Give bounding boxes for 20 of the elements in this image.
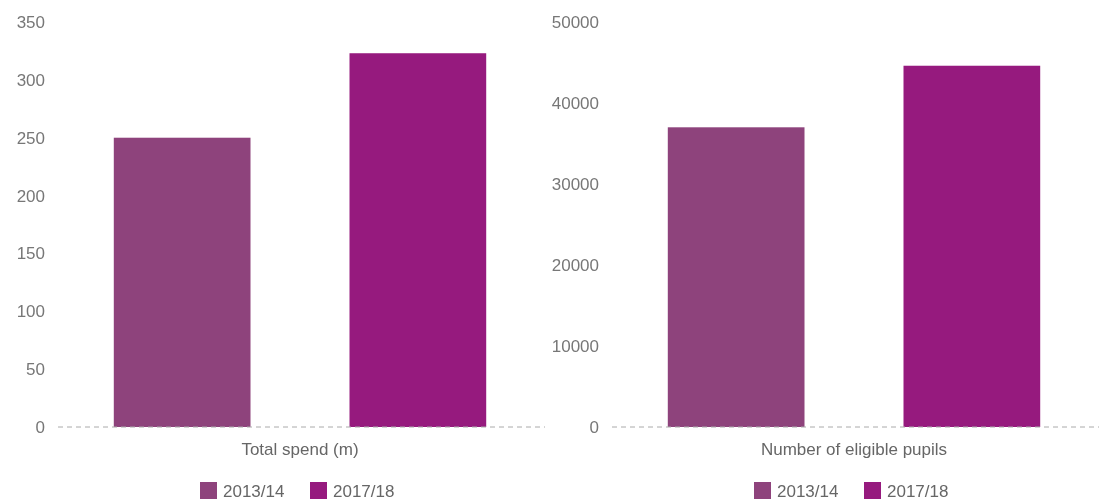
legend-label: 2017/18 [333,481,395,501]
x-tick-label: Number of eligible pupils [760,440,948,459]
y-tick-label: 200 [16,186,45,206]
y-tick-label: 10000 [551,336,599,356]
y-tick-label: 150 [16,244,45,264]
x-tick-label: Total spend (m) [241,440,359,459]
y-tick-label: 20000 [551,255,599,275]
y-tick-label: 0 [35,417,45,437]
y-tick-label: 40000 [551,93,599,113]
y-tick-label: 50000 [551,12,599,32]
y-tick-label: 350 [16,12,45,32]
legend-label: 2013/14 [777,481,839,501]
y-tick-label: 50 [26,360,45,380]
y-tick-label: 30000 [551,174,599,194]
y-tick-label: 100 [16,302,45,322]
legend-label: 2013/14 [223,481,285,501]
legend-label: 2017/18 [887,481,949,501]
y-tick-label: 0 [589,417,599,437]
y-tick-label: 300 [16,70,45,90]
y-tick-label: 250 [16,128,45,148]
